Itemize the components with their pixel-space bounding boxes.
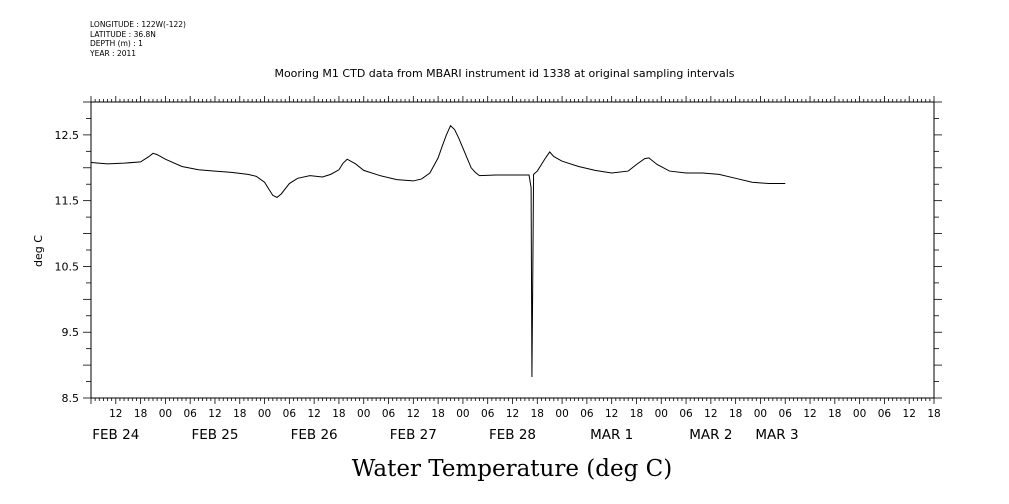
date-label: MAR 3	[755, 427, 798, 443]
x-tick-label: 06	[183, 408, 197, 420]
x-tick-label: 12	[704, 408, 717, 420]
x-tick-label: 00	[655, 408, 668, 420]
x-tick-label: 00	[754, 408, 767, 420]
x-tick-label: 12	[803, 408, 816, 420]
plot-frame	[90, 101, 935, 399]
date-label: FEB 27	[390, 427, 437, 443]
x-tick-label: 06	[580, 408, 594, 420]
x-tick-label: 18	[233, 408, 246, 420]
x-tick-label: 12	[605, 408, 618, 420]
date-label: MAR 2	[689, 427, 732, 443]
y-tick-label: 9.5	[62, 326, 80, 339]
x-tick-label: 06	[679, 408, 693, 420]
x-tick-label: 18	[431, 408, 444, 420]
plot-axes	[90, 101, 935, 399]
longitude-label: LONGITUDE : 122W(-122)	[90, 20, 186, 29]
x-tick-label: 06	[382, 408, 396, 420]
x-tick-label: 18	[630, 408, 643, 420]
x-tick-label: 06	[878, 408, 892, 420]
y-tick-label: 10.5	[55, 260, 80, 273]
date-label: FEB 24	[92, 427, 139, 443]
x-tick-label: 00	[456, 408, 469, 420]
x-tick-label: 00	[853, 408, 866, 420]
data-series	[90, 124, 786, 377]
y-tick-labels: 8.5 9.5 10.5 11.5 12.5	[55, 129, 80, 405]
y-axis-label: deg C	[32, 235, 45, 267]
x-tick-label: 00	[159, 408, 172, 420]
x-tick-label: 18	[729, 408, 742, 420]
x-tick-label: 00	[555, 408, 568, 420]
x-tick-label: 18	[531, 408, 544, 420]
axis-ticks	[83, 96, 942, 404]
y-tick-label: 11.5	[55, 195, 80, 208]
x-tick-label: 12	[208, 408, 221, 420]
x-tick-label: 12	[109, 408, 122, 420]
date-label: MAR 1	[590, 427, 633, 443]
year-label: YEAR : 2011	[90, 48, 137, 58]
x-tick-label: 00	[258, 408, 271, 420]
x-tick-label: 00	[357, 408, 370, 420]
x-tick-label: 18	[134, 408, 147, 420]
depth-label: DEPTH (m) : 1	[90, 39, 143, 48]
metadata-header: LONGITUDE : 122W(-122) LATITUDE : 36.8N …	[90, 20, 186, 58]
x-tick-label: 12	[506, 408, 519, 420]
temperature-line	[90, 124, 786, 377]
y-tick-label: 12.5	[55, 129, 80, 142]
x-tick-label: 18	[332, 408, 345, 420]
date-label: FEB 28	[489, 427, 536, 443]
chart-title: Mooring M1 CTD data from MBARI instrumen…	[274, 67, 735, 80]
x-tick-label: 18	[927, 408, 940, 420]
date-labels: FEB 24 FEB 25 FEB 26 FEB 27 FEB 28 MAR 1 MAR 2…	[92, 427, 798, 443]
x-tick-label: 12	[307, 408, 320, 420]
date-label: FEB 25	[191, 427, 238, 443]
x-tick-label: 06	[481, 408, 495, 420]
x-tick-label: 18	[828, 408, 841, 420]
x-tick-labels: 12 18 00 06 12 18 00 06 12 18 00 06 12 18 00 06 12 18 00 06…	[109, 408, 941, 420]
x-tick-label: 06	[779, 408, 793, 420]
x-tick-label: 12	[903, 408, 916, 420]
x-tick-label: 12	[407, 408, 420, 420]
y-tick-label: 8.5	[62, 392, 80, 405]
latitude-label: LATITUDE : 36.8N	[90, 29, 156, 39]
date-label: FEB 26	[291, 427, 338, 443]
x-axis-label: Water Temperature (deg C)	[352, 456, 672, 482]
x-tick-label: 06	[283, 408, 297, 420]
